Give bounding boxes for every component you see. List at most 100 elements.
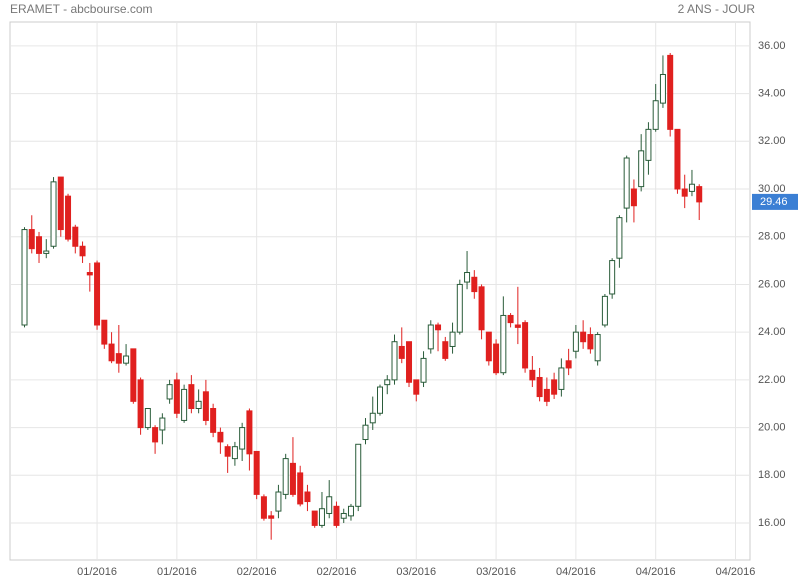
x-tick-label: 02/2016 <box>237 566 277 578</box>
chart-subtitle: 2 ANS - JOUR <box>678 2 756 16</box>
y-tick-label: 18.00 <box>758 469 786 481</box>
y-tick-label: 20.00 <box>758 421 786 433</box>
candle-body <box>391 341 398 381</box>
candle-body <box>594 334 601 362</box>
candle-body <box>72 226 79 247</box>
x-tick-label: 04/2016 <box>556 566 596 578</box>
candle-body <box>268 515 275 519</box>
x-tick-label: 04/2016 <box>636 566 676 578</box>
candle-body <box>580 331 587 343</box>
y-tick-label: 26.00 <box>758 278 786 290</box>
candle-body <box>500 314 507 374</box>
candle-body <box>384 379 391 386</box>
candle-body <box>231 446 238 460</box>
candle-body <box>65 195 72 240</box>
y-tick-label: 36.00 <box>758 40 786 52</box>
candle-body <box>166 384 173 400</box>
candle-body <box>159 417 166 431</box>
candle-body <box>427 324 434 350</box>
candle-body <box>630 188 637 207</box>
plot-border <box>9 21 751 561</box>
y-tick-label: 34.00 <box>758 87 786 99</box>
last-price-tag <box>752 193 798 210</box>
candle-body <box>239 427 246 450</box>
candle-body <box>413 379 420 395</box>
candle-body <box>572 331 579 352</box>
candle-body <box>652 100 659 130</box>
candle-body <box>195 400 202 410</box>
y-tick-label: 30.00 <box>758 183 786 195</box>
x-tick-label: 03/2016 <box>396 566 436 578</box>
candle-body <box>304 491 311 503</box>
candle-body <box>79 245 86 257</box>
candle-body <box>28 229 35 250</box>
candle-body <box>623 157 630 209</box>
candle-body <box>115 353 122 364</box>
y-tick-label: 28.00 <box>758 231 786 243</box>
candle-body <box>601 295 608 326</box>
candle-body <box>442 341 449 359</box>
candle-body <box>275 491 282 512</box>
candle-body <box>289 462 296 495</box>
y-tick-label: 32.00 <box>758 135 786 147</box>
candle-body <box>485 331 492 362</box>
candle-body <box>340 512 347 519</box>
candle-body <box>253 450 260 495</box>
candle-body <box>558 367 565 390</box>
candle-body <box>493 343 500 374</box>
candle-body <box>478 286 485 331</box>
candle-body <box>471 276 478 293</box>
candle-body <box>210 408 217 433</box>
candle-body <box>522 322 529 369</box>
candle-body <box>536 376 543 398</box>
y-tick-label: 22.00 <box>758 374 786 386</box>
candle-body <box>181 388 188 421</box>
candle-body <box>57 176 64 231</box>
candle-body <box>507 314 514 324</box>
candle-body <box>398 345 405 359</box>
candle-body <box>217 431 224 443</box>
x-tick-label: 01/2016 <box>77 566 117 578</box>
candle-body <box>551 379 558 395</box>
candle-body <box>202 391 209 421</box>
candle-body <box>144 408 151 429</box>
candle-body <box>420 357 427 383</box>
candle-body <box>318 508 325 526</box>
candle-body <box>377 386 383 414</box>
candle-body <box>36 236 43 254</box>
candle-body <box>696 186 703 203</box>
candle-body <box>311 510 318 526</box>
candle-body <box>86 272 93 276</box>
candle-body <box>514 324 521 328</box>
candle-body <box>260 496 267 519</box>
candle-body <box>130 348 137 402</box>
candle-body <box>123 355 130 364</box>
candle-body <box>435 324 442 331</box>
candle-body <box>645 128 652 161</box>
candle-body <box>587 334 594 350</box>
candle-body <box>667 54 674 130</box>
candle-body <box>347 505 354 517</box>
candle-body <box>108 343 115 362</box>
candle-body <box>543 388 550 402</box>
candle-body <box>246 410 253 455</box>
candle-body <box>688 183 695 192</box>
candle-body <box>355 443 362 507</box>
candle-body <box>659 73 666 104</box>
x-tick-label: 03/2016 <box>476 566 516 578</box>
y-tick-label: 16.00 <box>758 517 786 529</box>
candle-body <box>297 472 304 505</box>
x-tick-label: 04/2016 <box>716 566 756 578</box>
candle-body <box>173 379 180 414</box>
x-tick-label: 02/2016 <box>317 566 357 578</box>
candle-body <box>282 458 289 495</box>
candle-body <box>362 424 369 441</box>
candle-body <box>456 283 463 333</box>
last-price-label: 29.46 <box>760 196 788 208</box>
y-tick-label: 24.00 <box>758 326 786 338</box>
candle-body <box>565 360 572 369</box>
candle-body <box>188 384 195 410</box>
candle-body <box>464 272 471 283</box>
candle-body <box>681 188 688 197</box>
candle-body <box>137 379 144 429</box>
